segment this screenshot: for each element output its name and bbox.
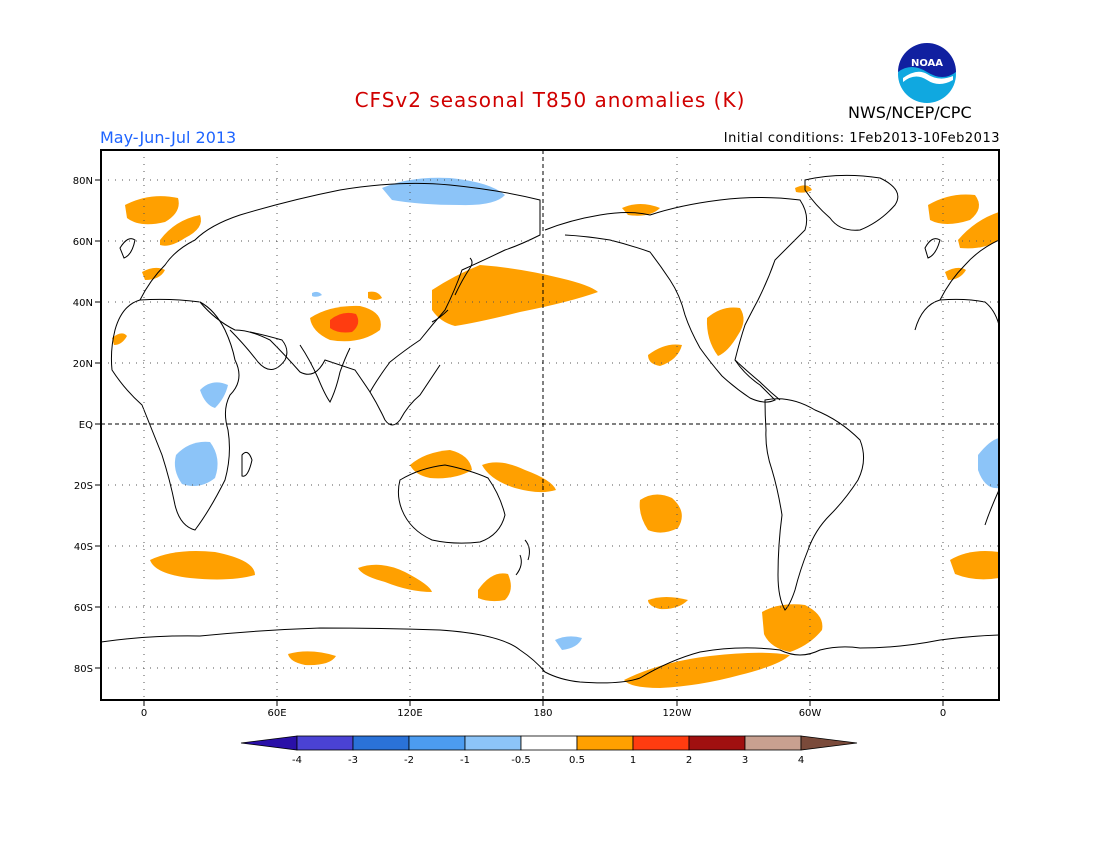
warm-anomaly-north-pacific (432, 265, 598, 326)
graticule (101, 150, 999, 700)
lon-label: 0 (141, 708, 147, 719)
coast-south-america (764, 398, 864, 611)
colorbar-label: 0.5 (569, 755, 585, 766)
colorbar-swatch (576, 735, 634, 751)
warm-anomaly-drake (762, 604, 823, 652)
colorbar-label: 4 (798, 755, 804, 766)
lon-label: 60W (799, 708, 822, 719)
lat-label: 40S (74, 542, 93, 553)
anomaly-shading (112, 177, 999, 688)
equator-dateline (101, 150, 999, 700)
colorbar-swatch (632, 735, 690, 751)
colorbar-label: 3 (742, 755, 748, 766)
warm-anomaly-iberia-wrap (945, 267, 966, 280)
colorbar-swatch (296, 735, 354, 751)
colorbar-swatch (520, 735, 578, 751)
colorbar-swatch (352, 735, 410, 751)
agency-label: NWS/NCEP/CPC (848, 103, 972, 122)
coast-australia (397, 464, 506, 544)
warm-anomaly-nw-africa (112, 333, 127, 345)
colorbar-label: -2 (404, 755, 414, 766)
coast-arabia (229, 329, 288, 370)
colorbar-swatch (464, 735, 522, 751)
warm-anomaly-south-atlantic (150, 551, 255, 580)
lat-label: 20N (73, 359, 93, 370)
warm-anomaly-tibet-strong (330, 312, 359, 333)
warm-anomaly-east-pacific (648, 344, 682, 366)
lon-label: 60E (267, 708, 286, 719)
warm-anomaly-mongolia (368, 291, 382, 300)
lon-label: 180 (533, 708, 552, 719)
colorbar-label: -0.5 (511, 755, 531, 766)
colorbar-swatch (408, 735, 466, 751)
colorbar-label: -3 (348, 755, 358, 766)
warm-anomaly-south-pacific-1 (482, 462, 556, 493)
season-label: May-Jun-Jul 2013 (100, 128, 237, 147)
coast-europe-asia (139, 182, 541, 393)
warm-anomaly-south-indian-1 (358, 564, 432, 592)
colorbar (240, 735, 858, 751)
colorbar-labels: -4 -3 -2 -1 -0.5 0.5 1 2 3 4 (292, 755, 804, 766)
colorbar-arrow-low (240, 735, 298, 751)
cool-anomaly-arctic (382, 177, 505, 206)
lat-label: EQ (79, 420, 93, 431)
warm-anomaly-south-pacific-2 (639, 494, 682, 533)
warm-anomaly-greenland (795, 185, 812, 193)
warm-anomaly-atlantic-wrap (928, 194, 979, 224)
warm-anomaly-antarctic-2 (624, 652, 790, 688)
coastlines (101, 174, 999, 684)
lon-label: 0 (940, 708, 946, 719)
warm-anomaly-north-america (706, 307, 744, 356)
map-frame (100, 149, 1000, 701)
colorbar-swatch (688, 735, 746, 751)
coast-india (299, 344, 351, 403)
colorbar-label: -4 (292, 755, 302, 766)
colorbar-label: 1 (630, 755, 636, 766)
cool-anomaly-southern-africa (174, 441, 218, 486)
warm-anomaly-south-atlantic-wrap (950, 551, 999, 580)
cool-anomaly-africa-wrap (978, 438, 999, 489)
coast-nz (515, 539, 530, 576)
noaa-logo: NOAA (897, 43, 957, 104)
colorbar-swatch (744, 735, 802, 751)
coast-madagascar (241, 451, 253, 477)
coast-europe-wrap (939, 239, 999, 301)
cool-anomaly-east-africa (200, 382, 228, 408)
colorbar-label: 2 (686, 755, 692, 766)
warm-anomaly-southern-ocean (648, 597, 688, 610)
warm-anomaly-north-atlantic (125, 196, 179, 225)
initial-conditions-label: Initial conditions: 1Feb2013-10Feb2013 (723, 131, 1000, 146)
colorbar-label: -1 (460, 755, 470, 766)
cool-anomaly-central-asia (312, 291, 322, 297)
coast-uk (119, 238, 941, 259)
warm-anomaly-south-indian-2 (478, 573, 511, 602)
noaa-logo-text: NOAA (911, 58, 943, 69)
warm-anomaly-maritime (410, 450, 472, 479)
coast-africa (110, 298, 240, 531)
coast-central-america (734, 359, 781, 401)
lat-label: 80N (73, 176, 93, 187)
coast-north-america (544, 197, 808, 403)
warm-anomaly-scandinavia-wrap (958, 212, 999, 249)
lat-label: 60S (74, 603, 93, 614)
lon-label: 120E (397, 708, 422, 719)
lon-label: 120W (663, 708, 692, 719)
coast-greenland (804, 174, 899, 231)
coast-se-asia (369, 364, 441, 426)
lat-label: 20S (74, 481, 93, 492)
warm-anomaly-antarctic-1 (288, 651, 336, 666)
lat-label: 60N (73, 237, 93, 248)
chart-title: CFSv2 seasonal T850 anomalies (K) (354, 88, 746, 112)
lat-label: 40N (73, 298, 93, 309)
lat-label: 80S (74, 664, 93, 675)
warm-anomaly-scandinavia (160, 215, 201, 246)
cool-anomaly-amundsen (555, 636, 582, 650)
coast-antarctica (101, 627, 999, 684)
colorbar-arrow-high (800, 735, 858, 751)
coast-africa-wrap (914, 298, 999, 526)
coast-japan (431, 257, 473, 323)
